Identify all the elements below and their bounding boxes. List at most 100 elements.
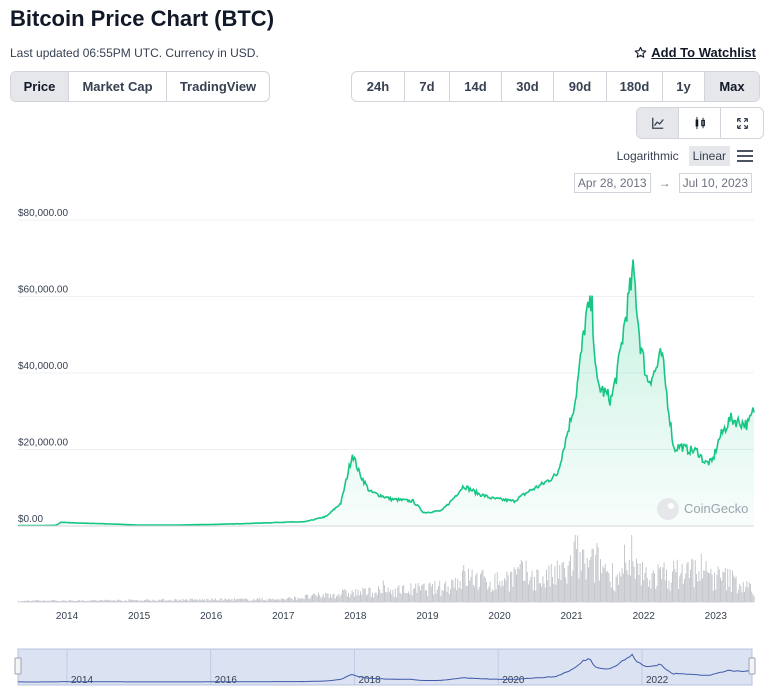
volume-bar [253,598,255,602]
range-navigator[interactable]: 2014 2016 2018 2020 2022 [14,648,756,686]
volume-bar [111,600,113,602]
volume-bar [481,571,483,602]
volume-bar [747,587,749,602]
volume-bar [291,598,293,602]
volume-bar [633,566,635,602]
volume-bar [378,586,379,602]
volume-bar [486,582,487,602]
volume-bar [673,561,675,602]
volume-bar [91,600,93,602]
range-7d-button[interactable]: 7d [405,72,450,101]
logarithmic-option[interactable]: Logarithmic [616,149,679,163]
volume-bar [574,535,576,602]
volume-bar [720,577,721,602]
volume-bar [490,591,492,602]
range-180d-button[interactable]: 180d [607,72,663,101]
volume-bar [109,600,111,602]
volume-bar [186,599,187,602]
volume-bar [266,600,268,602]
volume-bar [723,572,725,602]
menu-icon[interactable] [736,149,754,163]
range-max-button[interactable]: Max [705,72,759,101]
volume-bar [744,592,745,602]
volume-bar [351,590,353,602]
volume-bar [188,600,190,602]
volume-bar [274,599,276,602]
tab-market-cap[interactable]: Market Cap [69,72,167,101]
volume-bar [583,549,585,602]
price-area-layer [18,259,755,527]
date-to-input[interactable]: Jul 10, 2023 [678,173,752,193]
range-24h-button[interactable]: 24h [352,72,405,101]
volume-bar [175,599,177,602]
volume-bar [385,591,387,602]
price-chart[interactable]: $0.00 $20,000.00 $40,000.00 $60,000.00 $80,0… [0,200,768,697]
volume-bar [588,567,589,602]
volume-bar [478,586,480,602]
add-to-watchlist-link[interactable]: Add To Watchlist [634,45,756,60]
volume-bar [548,565,550,602]
volume-bar [114,600,115,602]
volume-bar [650,588,652,602]
navigator-handle-right[interactable] [748,657,756,675]
last-updated-text: Last updated 06:55PM UTC. Currency in US… [10,46,259,60]
volume-bar [610,587,612,602]
fullscreen-button[interactable] [721,108,763,138]
tab-tradingview[interactable]: TradingView [179,79,257,94]
volume-bar [658,568,660,602]
volume-bar [174,599,175,602]
candlestick-view-button[interactable] [679,108,721,138]
volume-bar [244,598,246,602]
volume-bar [686,563,688,602]
volume-bar [561,562,563,602]
volume-bar [508,591,510,602]
volume-bar [452,580,454,602]
volume-bar [577,535,579,602]
tab-price[interactable]: Price [11,72,69,101]
linear-option[interactable]: Linear [688,146,730,166]
candlestick-icon [695,116,705,130]
volume-bar [168,600,169,602]
range-14d-button[interactable]: 14d [450,72,502,101]
volume-bar [472,584,474,602]
volume-bar [710,568,712,602]
volume-bar [66,601,67,602]
volume-bar [39,600,41,602]
volume-bar [290,598,292,602]
volume-bar [286,598,288,602]
volume-bar [519,564,521,602]
volume-bar [372,592,373,602]
range-90d-button[interactable]: 90d [554,72,607,101]
volume-bar [270,599,271,602]
volume-bar [655,589,657,602]
volume-bar [522,561,523,602]
volume-bar [589,559,591,602]
range-30d-button[interactable]: 30d [502,72,554,101]
volume-bar [198,600,199,602]
volume-bar [320,597,322,602]
volume-bar [507,575,509,602]
volume-bar [408,591,409,602]
volume-bar [558,578,559,602]
volume-bar [736,593,738,602]
navigator-year-label: 2020 [502,675,525,686]
navigator-handle-left[interactable] [14,657,22,675]
volume-bar [619,572,621,602]
volume-bar [222,600,223,602]
volume-bar [555,584,557,602]
x-tick-label: 2019 [416,611,439,622]
line-view-button[interactable] [637,108,679,138]
volume-bar [236,599,238,602]
volume-bar [240,598,241,602]
volume-bar [48,600,49,602]
volume-bar [132,599,133,602]
volume-bar [620,576,622,602]
volume-bar [151,601,153,602]
range-1y-button[interactable]: 1y [663,72,705,101]
volume-bar [64,600,66,602]
volume-bar [70,600,72,602]
date-from-input[interactable]: Apr 28, 2013 [573,173,651,193]
volume-bar [627,574,629,602]
volume-bar [206,598,208,602]
volume-bar [28,601,30,602]
